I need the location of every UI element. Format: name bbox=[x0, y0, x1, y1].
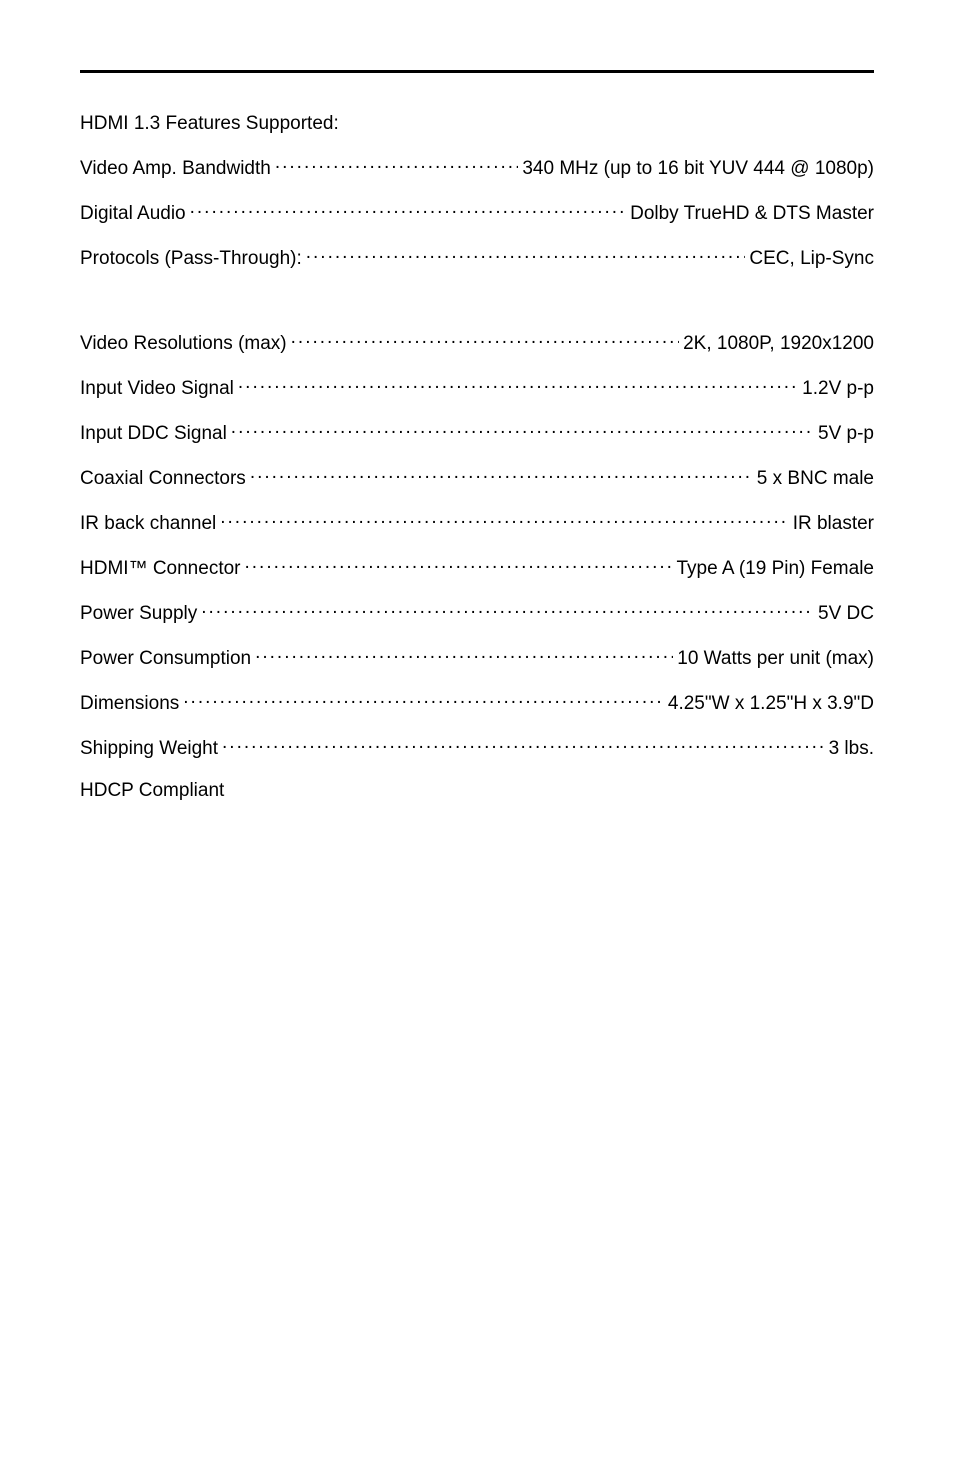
horizontal-rule bbox=[80, 70, 874, 73]
spec-row: Video Amp. Bandwidth 340 MHz (up to 16 b… bbox=[80, 155, 874, 180]
leader-dots bbox=[255, 645, 673, 664]
spec-value: 5V DC bbox=[818, 603, 874, 625]
spec-value: 2K, 1080P, 1920x1200 bbox=[683, 333, 874, 355]
spec-row: Input DDC Signal 5V p-p bbox=[80, 420, 874, 445]
spec-value: 4.25"W x 1.25"H x 3.9"D bbox=[668, 693, 874, 715]
spec-row: Power Supply 5V DC bbox=[80, 600, 874, 625]
spec-label: Power Consumption bbox=[80, 648, 251, 670]
spec-label: Input Video Signal bbox=[80, 378, 234, 400]
spec-value: 10 Watts per unit (max) bbox=[677, 648, 874, 670]
spec-label: Protocols (Pass-Through): bbox=[80, 248, 302, 270]
leader-dots bbox=[238, 375, 798, 394]
footer-note: HDCP Compliant bbox=[80, 780, 874, 802]
leader-dots bbox=[245, 555, 673, 574]
spec-value: 1.2V p-p bbox=[802, 378, 874, 400]
leader-dots bbox=[183, 690, 664, 709]
spec-row: Shipping Weight 3 lbs. bbox=[80, 735, 874, 760]
leader-dots bbox=[275, 155, 519, 174]
leader-dots bbox=[231, 420, 814, 439]
spec-value: IR blaster bbox=[793, 513, 874, 535]
leader-dots bbox=[201, 600, 814, 619]
spec-row: Power Consumption 10 Watts per unit (max… bbox=[80, 645, 874, 670]
spec-label: Shipping Weight bbox=[80, 738, 218, 760]
spec-label: IR back channel bbox=[80, 513, 216, 535]
section-gap bbox=[80, 290, 874, 330]
spec-row: Input Video Signal 1.2V p-p bbox=[80, 375, 874, 400]
document-page: HDMI 1.3 Features Supported: Video Amp. … bbox=[0, 0, 954, 1475]
leader-dots bbox=[190, 200, 626, 219]
spec-row: Digital Audio Dolby TrueHD & DTS Master bbox=[80, 200, 874, 225]
leader-dots bbox=[306, 245, 746, 264]
spec-label: Coaxial Connectors bbox=[80, 468, 246, 490]
spec-label: Input DDC Signal bbox=[80, 423, 227, 445]
spec-value: 5V p-p bbox=[818, 423, 874, 445]
leader-dots bbox=[250, 465, 753, 484]
spec-row: Dimensions 4.25"W x 1.25"H x 3.9"D bbox=[80, 690, 874, 715]
spec-value: 5 x BNC male bbox=[757, 468, 874, 490]
spec-label: HDMI™ Connector bbox=[80, 558, 241, 580]
spec-value: 340 MHz (up to 16 bit YUV 444 @ 1080p) bbox=[522, 158, 874, 180]
spec-row: Protocols (Pass-Through): CEC, Lip-Sync bbox=[80, 245, 874, 270]
spec-label: Digital Audio bbox=[80, 203, 186, 225]
spec-label: Dimensions bbox=[80, 693, 179, 715]
spec-row: IR back channel IR blaster bbox=[80, 510, 874, 535]
spec-value: Dolby TrueHD & DTS Master bbox=[630, 203, 874, 225]
spec-value: 3 lbs. bbox=[829, 738, 874, 760]
spec-label: Power Supply bbox=[80, 603, 197, 625]
spec-label: Video Amp. Bandwidth bbox=[80, 158, 271, 180]
spec-label: Video Resolutions (max) bbox=[80, 333, 287, 355]
spec-value: CEC, Lip-Sync bbox=[749, 248, 874, 270]
section-heading: HDMI 1.3 Features Supported: bbox=[80, 113, 874, 135]
spec-row: HDMI™ Connector Type A (19 Pin) Female bbox=[80, 555, 874, 580]
spec-value: Type A (19 Pin) Female bbox=[677, 558, 875, 580]
spec-row: Coaxial Connectors 5 x BNC male bbox=[80, 465, 874, 490]
leader-dots bbox=[222, 735, 825, 754]
spec-row: Video Resolutions (max) 2K, 1080P, 1920x… bbox=[80, 330, 874, 355]
leader-dots bbox=[220, 510, 788, 529]
leader-dots bbox=[291, 330, 679, 349]
